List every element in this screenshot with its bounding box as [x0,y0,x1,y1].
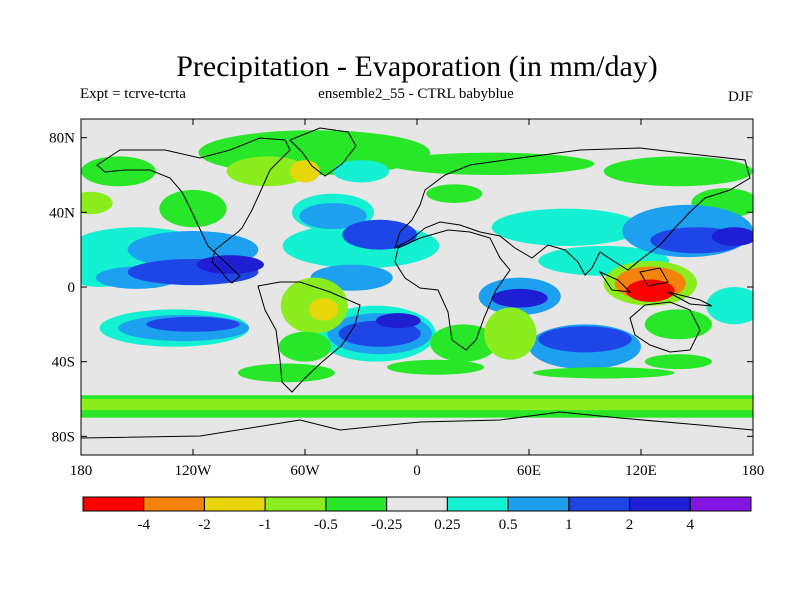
contour-region-20 [299,203,367,230]
colorbar-swatch [82,496,145,512]
contour-region-51 [375,313,421,329]
contour-region-34 [538,326,632,353]
contour-region-47 [387,359,485,375]
coastline-australia [629,301,701,353]
colorbar-swatch [386,496,448,512]
contour-region-50 [81,191,113,215]
contour-region-48 [532,367,675,379]
y-tick-label: 40S [52,355,75,371]
colorbar-label: 1 [565,517,573,533]
contour-region-45 [644,309,712,340]
contour-region-3 [226,156,309,187]
contour-region-24 [196,255,264,274]
colorbar-swatch [507,496,570,512]
contour-region-49 [644,354,712,370]
x-tick-label: 180 [70,463,93,479]
coastline-africa [394,229,511,351]
colorbar-swatch [203,496,266,512]
contour-region-40 [308,298,339,321]
contour-bands [81,395,753,418]
colorbar-swatch [629,496,691,512]
contour-region-7 [426,184,483,204]
x-tick-label: 60W [290,463,320,479]
coastline-eurasia [394,147,751,276]
y-tick-label: 40N [49,205,75,221]
contour-region-29 [146,316,240,332]
y-axis: 80N 40N 0 40S 80S [49,131,753,445]
contour-region-1 [81,156,156,187]
colorbar-swatch [143,496,205,512]
coastline-south-america [257,281,361,393]
y-tick-label: 80S [52,429,75,445]
colorbar-swatch [264,496,327,512]
contour-region-10 [491,208,641,246]
experiment-label: Expt = tcrve-tcrta [80,86,186,102]
colorbar-label: 0.5 [499,517,518,533]
contour-region-36 [491,288,548,308]
colorbar-label: -0.5 [314,517,338,533]
y-tick-label: 0 [68,280,76,296]
colorbar-swatch [568,496,631,512]
coastlines [81,127,753,439]
contour-band-1 [81,399,753,411]
season-label: DJF [728,89,753,105]
map-area [81,119,753,455]
contour-region-38 [484,307,537,360]
x-tick-label: 180 [742,463,765,479]
colorbar-swatch [325,496,388,512]
ensemble-label: ensemble2_55 - CTRL babyblue [318,86,514,102]
colorbar-label: -4 [137,517,150,533]
x-tick-label: 120W [175,463,213,479]
contour-region-5 [333,160,389,183]
colorbar: -4 -2 -1 -0.5 -0.25 0.25 0.5 1 2 4 [82,496,752,533]
x-tick-label: 0 [413,463,421,479]
x-tick-label: 120E [625,463,657,479]
coastline-north-america [96,137,291,284]
contour-region-8 [603,156,753,187]
chart-title: Precipitation - Evaporation (in mm/day) [176,50,658,83]
coastline-antarctica [81,411,753,439]
contour-region-6 [389,152,595,175]
colorbar-label: -2 [198,517,211,533]
contour-region-26 [706,287,753,325]
colorbar-swatch [689,496,752,512]
colorbar-label: 4 [687,517,695,533]
contour-region-22 [342,219,417,250]
contour-region-25 [711,227,753,246]
x-axis: 180 120W 60W 0 60E 120E 180 [70,119,765,479]
coastline-greenland [289,127,357,177]
coastline-maritime-continent [598,267,713,307]
contour-region-4 [290,160,320,183]
colorbar-label: 0.25 [434,517,460,533]
colorbar-label: -0.25 [371,517,402,533]
contour-region-37 [430,324,498,362]
contour-regions [81,130,753,383]
contour-region-2 [159,189,227,228]
colorbar-label: -1 [259,517,272,533]
x-tick-label: 60E [517,463,541,479]
contour-region-44 [626,279,675,302]
contour-region-41 [278,331,332,362]
colorbar-label: 2 [626,517,634,533]
contour-region-46 [237,363,335,383]
y-tick-label: 80N [49,131,75,147]
colorbar-swatch [446,496,509,512]
